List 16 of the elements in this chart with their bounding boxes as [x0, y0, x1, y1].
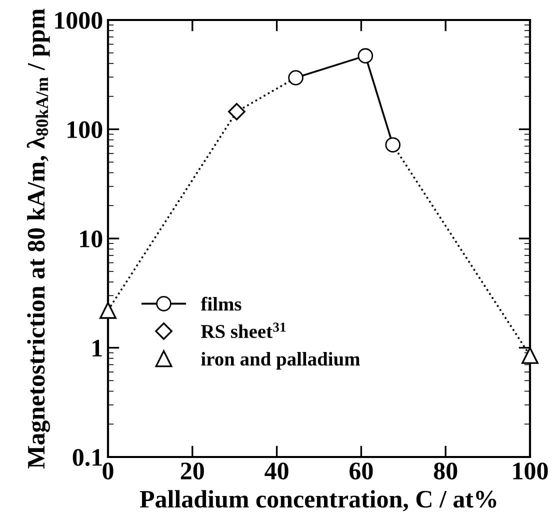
y-tick-label: 1: [92, 340, 102, 356]
x-tick-label: 80: [434, 462, 458, 480]
y-tick-label: 1000: [55, 12, 102, 29]
x-tick-label: 40: [264, 462, 288, 480]
x-tick-label: 60: [350, 462, 373, 480]
x-tick-label: 0: [102, 462, 114, 480]
legend-label: RS sheet$^{31}$: [201, 322, 286, 338]
x-tick-label: 20: [180, 462, 204, 480]
y-tick-label: 100: [68, 121, 102, 138]
legend-label: films: [200, 296, 242, 311]
y-axis-title: Magnetostriction at 80 kA/m, λ$_{80kA/m}$ / ppm: [26, 8, 50, 468]
legend-label: iron and palladium: [201, 352, 360, 370]
x-axis-title: Palladium concentration, C / at%: [140, 490, 496, 512]
y-tick-label: 10: [80, 230, 102, 248]
y-tick-label: 0.1: [72, 449, 102, 466]
x-tick-label: 100: [513, 462, 548, 480]
